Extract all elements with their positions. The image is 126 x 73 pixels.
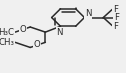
Text: CH₃: CH₃ bbox=[0, 38, 14, 47]
Text: F: F bbox=[113, 5, 118, 14]
Text: F: F bbox=[113, 22, 118, 31]
Text: O: O bbox=[19, 25, 26, 34]
Text: H₃C: H₃C bbox=[0, 28, 14, 37]
Text: F: F bbox=[114, 13, 119, 22]
Text: N: N bbox=[85, 9, 91, 18]
Text: N: N bbox=[56, 28, 63, 37]
Text: O: O bbox=[34, 40, 41, 49]
